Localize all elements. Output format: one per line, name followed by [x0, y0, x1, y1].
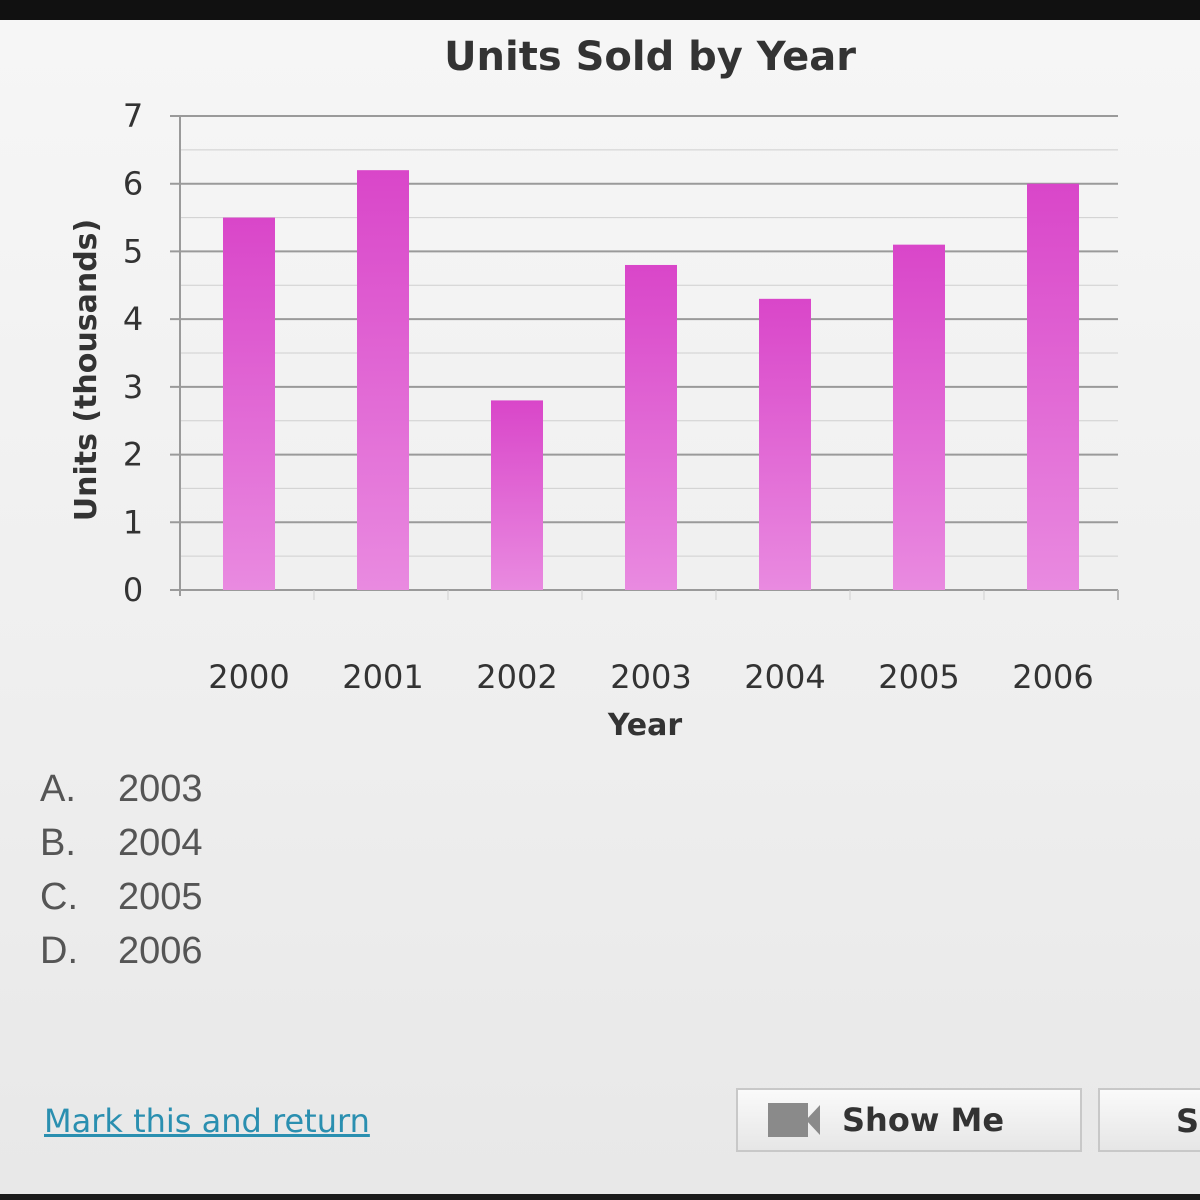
monitor-bezel [0, 0, 1200, 20]
answer-value: 2004 [118, 821, 203, 864]
next-button-label: Sa [1176, 1102, 1200, 1140]
y-tick-label: 1 [123, 503, 143, 541]
x-axis-label: Year [607, 708, 683, 743]
x-tick-label: 2006 [1012, 658, 1093, 696]
answer-letter: C. [40, 875, 78, 918]
answer-choice-d[interactable]: D. 2006 [40, 924, 203, 978]
y-tick-label: 0 [123, 571, 143, 609]
y-axis-label: Units (thousands) [69, 219, 104, 522]
bar-2000 [223, 217, 275, 591]
y-tick-label: 2 [123, 436, 143, 474]
bar-2001 [357, 170, 409, 590]
answer-letter: D. [40, 929, 78, 972]
x-tick-label: 2002 [476, 658, 557, 696]
answer-choice-c[interactable]: C. 2005 [40, 870, 203, 924]
chart-title: Units Sold by Year [444, 34, 856, 80]
question-screen: Units Sold by Year Units (thousands) Yea… [0, 20, 1200, 1194]
show-me-button[interactable]: Show Me [736, 1088, 1082, 1152]
next-button[interactable]: Sa [1098, 1088, 1200, 1152]
y-tick-label: 6 [123, 165, 143, 203]
x-tick-label: 2005 [878, 658, 959, 696]
y-tick-label: 7 [123, 97, 143, 135]
mark-and-return-link[interactable]: Mark this and return [44, 1102, 370, 1140]
answer-choices: A. 2003 B. 2004 C. 2005 D. 2006 [40, 762, 203, 978]
video-camera-icon [768, 1103, 820, 1137]
y-tick-label: 5 [123, 232, 143, 270]
x-tick-label: 2000 [208, 658, 289, 696]
answer-letter: B. [40, 821, 76, 864]
answer-value: 2006 [118, 929, 203, 972]
bar-2003 [625, 264, 677, 590]
bar-2005 [893, 244, 945, 590]
y-tick-label: 4 [123, 300, 143, 338]
y-tick-label: 3 [123, 368, 143, 406]
bar-2002 [491, 400, 543, 590]
answer-value: 2003 [118, 767, 203, 810]
x-tick-label: 2001 [342, 658, 423, 696]
show-me-label: Show Me [842, 1101, 1005, 1139]
answer-choice-b[interactable]: B. 2004 [40, 816, 203, 870]
answer-choice-a[interactable]: A. 2003 [40, 762, 203, 816]
bar-2006 [1027, 183, 1079, 590]
x-tick-label: 2004 [744, 658, 825, 696]
bar-2004 [759, 298, 811, 590]
answer-value: 2005 [118, 875, 203, 918]
bar-chart: Units Sold by Year Units (thousands) Yea… [69, 34, 1119, 743]
answer-letter: A. [40, 767, 76, 810]
x-tick-label: 2003 [610, 658, 691, 696]
